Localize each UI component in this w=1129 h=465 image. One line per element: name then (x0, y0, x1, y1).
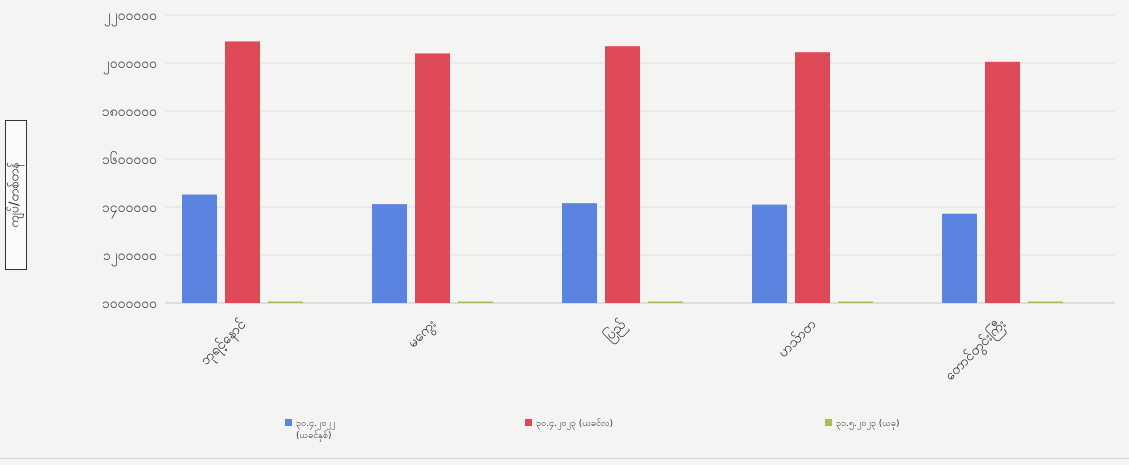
x-tick-label: မကွေး (405, 316, 441, 352)
bar (458, 301, 493, 303)
bottom-divider (0, 458, 1129, 459)
bar (182, 194, 217, 303)
bar (648, 301, 683, 303)
y-tick-label: ၂၂၀၀၀၀၀ (104, 8, 157, 26)
bar (562, 203, 597, 303)
bar (225, 41, 260, 304)
y-tick-label: ၁၈၀၀၀၀၀ (102, 104, 157, 120)
bar (752, 204, 787, 303)
bar (795, 52, 830, 304)
x-tick-label: ပြည် (600, 316, 630, 346)
bar (372, 204, 407, 303)
bar (942, 213, 977, 303)
y-tick-label: ၁၆၀၀၀၀၀ (102, 152, 157, 168)
bar (605, 46, 640, 303)
x-tick-label: ဘုရင့်နောင် (197, 316, 251, 370)
bar (415, 53, 450, 304)
legend-label: ၃၀.၄.၂၀၂၃ (ယခင်လ) (536, 418, 613, 430)
y-axis-label-box: ကျပ်/တစ်တန် (5, 120, 27, 270)
bar (985, 61, 1020, 303)
x-tick-label: တောင်တွင်းကြီး (941, 315, 1011, 385)
bar (1028, 301, 1063, 303)
y-tick-label: ၂၀၀၀၀၀၀ (103, 56, 157, 74)
y-tick-label: ၁၂၀၀၀၀၀ (103, 248, 157, 266)
legend-swatch (285, 419, 292, 426)
legend-swatch (825, 419, 832, 426)
y-tick-label: ၁၀၀၀၀၀၀ (102, 296, 157, 312)
y-tick-label: ၁၄၀၀၀၀၀ (102, 200, 157, 218)
bar (268, 301, 303, 303)
legend-swatch (525, 419, 532, 426)
legend-label: ၃၁.၅.၂၀၂၃ (ယခု) (836, 419, 900, 430)
x-tick-label: ဟသ်ာတ (775, 316, 820, 361)
legend-label: ၃၀.၄.၂၀၂၂(ယခင်နှစ်) (296, 419, 335, 442)
bar (838, 301, 873, 303)
